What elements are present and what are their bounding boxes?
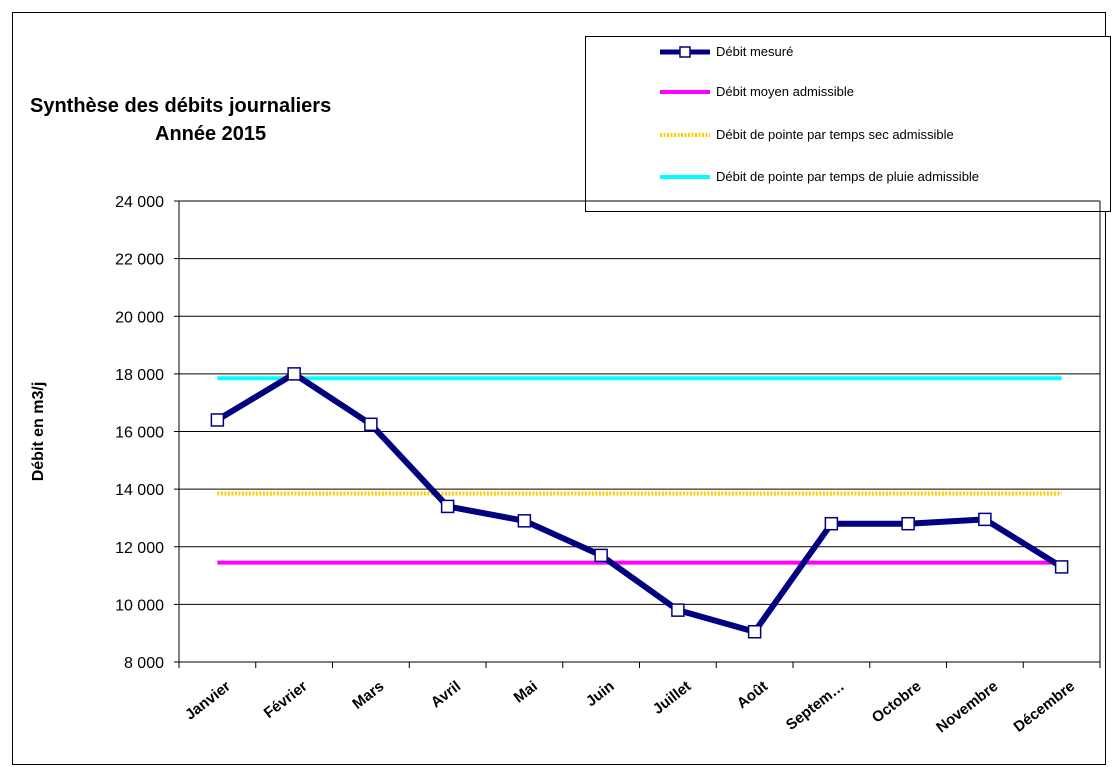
legend-item-debit-pointe-sec: Débit de pointe par temps sec admissible [586,125,1110,145]
y-tick-label: 12 000 [115,540,164,557]
data-point-debit-mesure [364,417,378,432]
data-point-debit-mesure [747,624,762,639]
y-axis-label: Débit en m3/j [30,382,47,482]
x-tick-label: Décembre [1010,678,1078,736]
x-tick-label: Janvier [182,678,234,724]
legend-swatch-debit-pointe-sec [660,133,710,137]
data-point-debit-mesure [210,413,225,427]
x-tick-label: Mai [511,678,541,707]
data-point-debit-mesure [517,514,532,528]
legend-item-debit-pointe-pluie: Débit de pointe par temps de pluie admis… [586,167,1110,187]
y-tick-label: 14 000 [115,482,164,499]
x-tick-label: Septem… [783,678,848,734]
y-tick-label: 18 000 [115,367,164,384]
y-tick-label: 8 000 [124,655,164,672]
legend-label-debit-mesure: Débit mesuré [716,44,794,59]
data-point-debit-mesure [594,548,608,563]
y-tick-label: 24 000 [115,194,164,211]
legend-label-debit-moyen: Débit moyen admissible [716,84,855,99]
legend-swatch-debit-pointe-pluie [660,175,710,179]
y-tick-label: 16 000 [115,425,164,442]
series-line-debit-mesure [214,370,1065,635]
data-point-debit-mesure [824,516,839,531]
data-point-debit-mesure [287,367,301,381]
x-tick-label: Juin [583,678,618,710]
y-tick-label: 10 000 [115,597,164,614]
chart-subtitle: Année 2015 [155,123,267,145]
legend-item-debit-mesure: Débit mesuré [586,42,1110,62]
data-point-debit-mesure [440,499,455,514]
chart-title-line: Synthèse des débits journaliers [30,95,332,117]
chart-title: Synthèse des débits journaliers Année 20… [30,92,440,148]
legend-swatch-debit-mesure [660,46,710,58]
data-point-debit-mesure [671,603,685,617]
y-tick-label: 20 000 [115,309,164,326]
x-tick-label: Avril [428,678,464,712]
data-point-debit-mesure [1054,560,1069,574]
x-tick-label: Octobre [869,678,925,727]
legend-label-debit-pointe-pluie: Débit de pointe par temps de pluie admis… [716,169,980,184]
x-tick-label: Novembre [933,678,1001,737]
x-tick-label: Février [261,678,311,722]
x-tick-label: Juillet [650,678,695,718]
data-point-debit-mesure [978,512,992,527]
legend-label-debit-pointe-sec: Débit de pointe par temps sec admissible [716,127,954,142]
y-tick-label: 22 000 [115,252,164,269]
legend-item-debit-moyen: Débit moyen admissible [586,82,1110,102]
x-tick-label: Août [734,678,771,712]
legend: Débit mesuré Débit moyen admissible Débi… [585,36,1111,212]
data-point-debit-mesure [901,516,915,531]
x-tick-label: Mars [349,678,387,713]
legend-swatch-debit-moyen [660,90,710,94]
